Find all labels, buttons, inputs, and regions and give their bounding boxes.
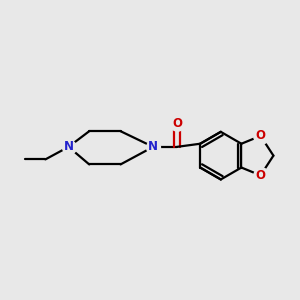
Text: O: O — [172, 117, 182, 130]
Text: O: O — [256, 129, 266, 142]
Text: N: N — [148, 140, 158, 153]
Text: N: N — [64, 140, 74, 153]
Text: O: O — [256, 169, 266, 182]
